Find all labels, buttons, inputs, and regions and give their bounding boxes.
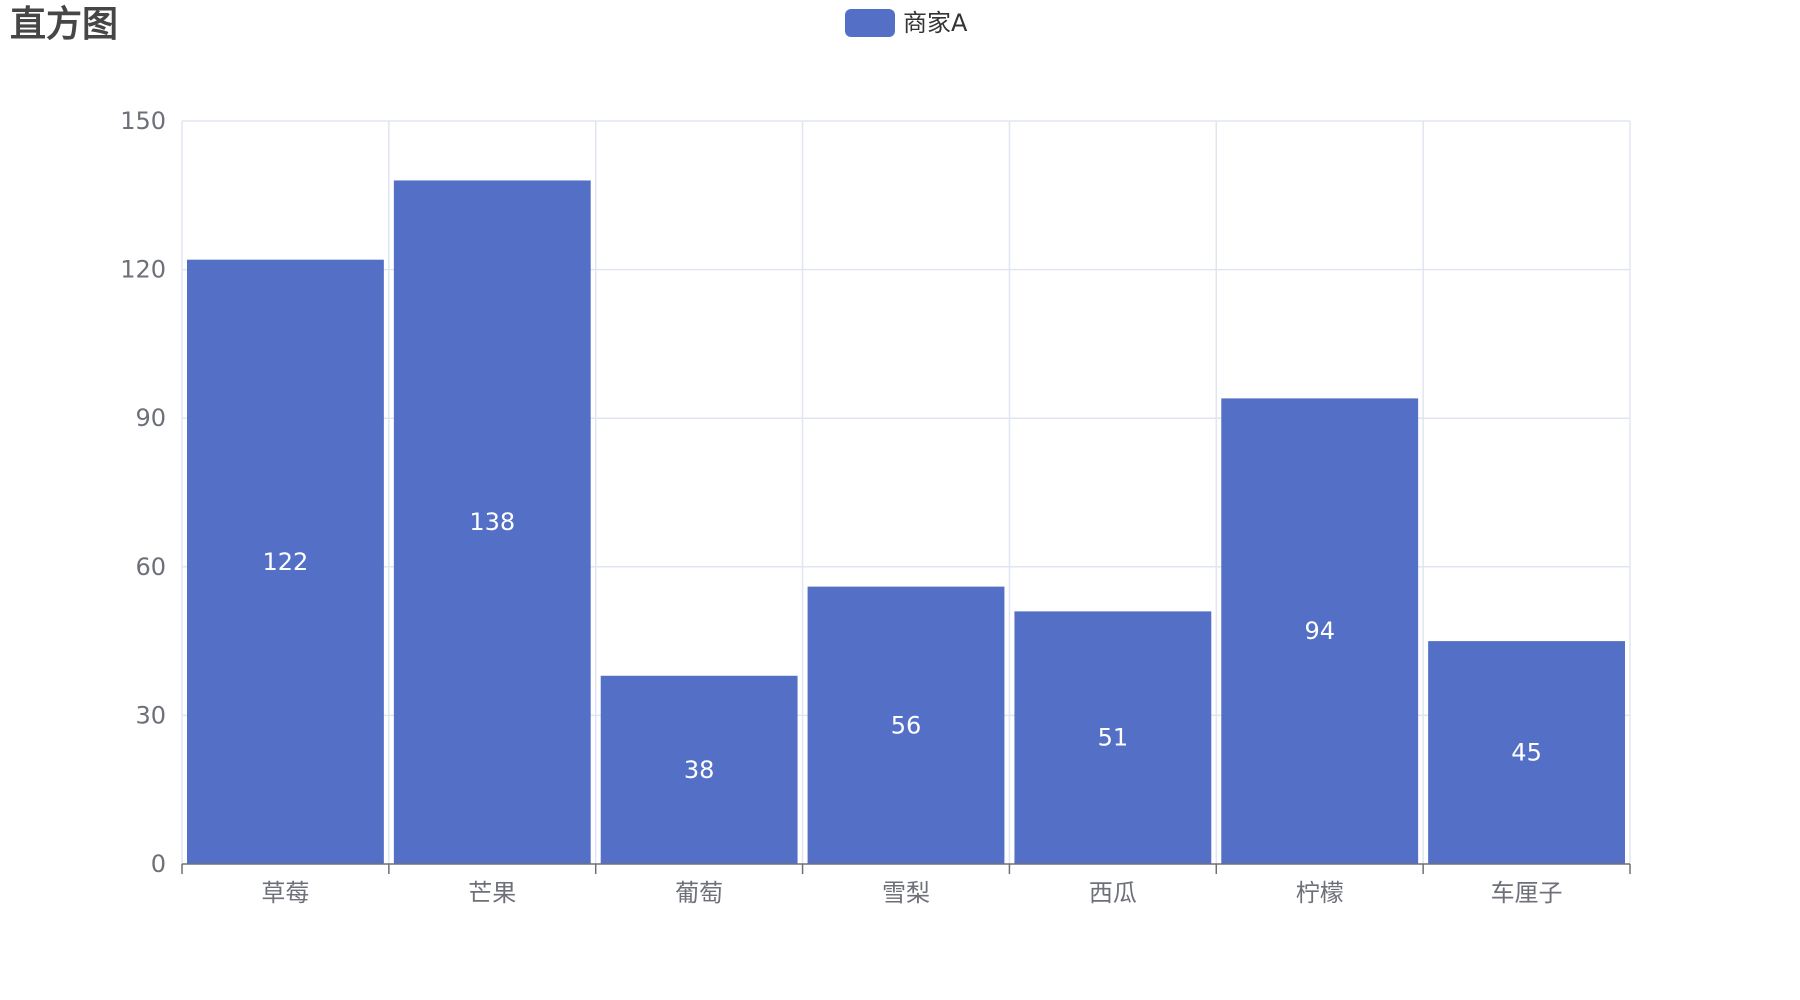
y-tick-label: 60 — [135, 553, 166, 581]
bar-value-label: 56 — [891, 711, 922, 739]
x-tick-label: 西瓜 — [1089, 879, 1137, 907]
legend-swatch[interactable] — [845, 9, 895, 37]
axes: 0 30 60 90 120 150 草莓 芒果 葡萄 雪梨 西瓜 柠檬 车厘子 — [120, 107, 1631, 907]
bar-value-label: 45 — [1511, 739, 1542, 767]
x-tick-label: 雪梨 — [882, 879, 930, 907]
chart-title: 直方图 — [10, 4, 118, 45]
bar[interactable] — [393, 180, 591, 864]
x-tick-label: 葡萄 — [675, 879, 723, 907]
data-labels: 122 138 38 56 51 94 45 — [263, 508, 1542, 784]
y-tick-label: 150 — [120, 107, 166, 135]
bar-value-label: 38 — [684, 756, 715, 784]
y-tick-label: 120 — [120, 256, 166, 284]
bar[interactable] — [807, 586, 1005, 864]
bar[interactable] — [600, 675, 798, 864]
legend-label[interactable]: 商家A — [903, 9, 968, 37]
bars — [187, 180, 1625, 864]
x-tick-label: 芒果 — [468, 879, 516, 907]
y-tick-label: 30 — [135, 701, 166, 729]
bar[interactable] — [187, 259, 384, 864]
legend[interactable]: 商家A — [845, 9, 968, 37]
bar[interactable] — [1014, 611, 1212, 864]
x-tick-label: 柠檬 — [1296, 879, 1344, 907]
bar-value-label: 94 — [1304, 617, 1335, 645]
y-tick-label: 90 — [135, 404, 166, 432]
bar-value-label: 51 — [1098, 724, 1129, 752]
bar[interactable] — [1221, 398, 1419, 864]
bar-value-label: 138 — [469, 508, 515, 536]
y-tick-label: 0 — [151, 850, 166, 878]
x-tick-label: 草莓 — [261, 879, 309, 907]
bar-value-label: 122 — [263, 548, 309, 576]
x-tick-label: 车厘子 — [1491, 879, 1563, 907]
bar[interactable] — [1428, 641, 1625, 864]
